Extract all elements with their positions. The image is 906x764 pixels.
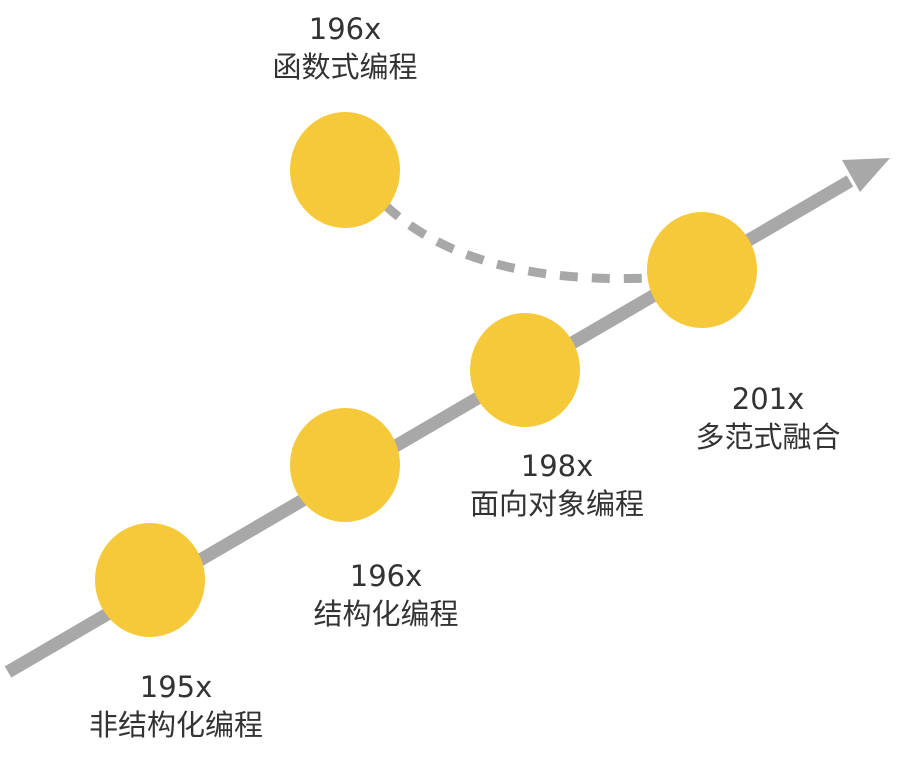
label-oop: 198x 面向对象编程 bbox=[470, 447, 644, 523]
label-functional: 196x 函数式编程 bbox=[272, 10, 417, 86]
paradigm: 结构化编程 bbox=[313, 597, 459, 631]
paradigm: 面向对象编程 bbox=[469, 487, 645, 521]
year: 195x bbox=[139, 670, 213, 704]
paradigm: 函数式编程 bbox=[272, 50, 418, 84]
paradigm: 多范式融合 bbox=[695, 420, 841, 454]
label-structured: 196x 结构化编程 bbox=[313, 557, 458, 633]
year: 201x bbox=[731, 382, 805, 416]
label-unstructured: 195x 非结构化编程 bbox=[89, 668, 263, 744]
node-unstructured bbox=[95, 523, 205, 637]
node-structured bbox=[290, 408, 400, 522]
functional-merge-dashed-curve bbox=[381, 201, 651, 284]
year: 198x bbox=[520, 449, 594, 483]
year: 196x bbox=[349, 559, 423, 593]
node-functional bbox=[290, 112, 400, 228]
node-oop bbox=[470, 313, 580, 427]
timeline-arrow-head bbox=[842, 158, 890, 192]
year: 196x bbox=[308, 12, 382, 46]
paradigm: 非结构化编程 bbox=[88, 708, 264, 742]
label-multiparadigm: 201x 多范式融合 bbox=[695, 380, 840, 456]
node-multiparadigm bbox=[647, 212, 757, 328]
